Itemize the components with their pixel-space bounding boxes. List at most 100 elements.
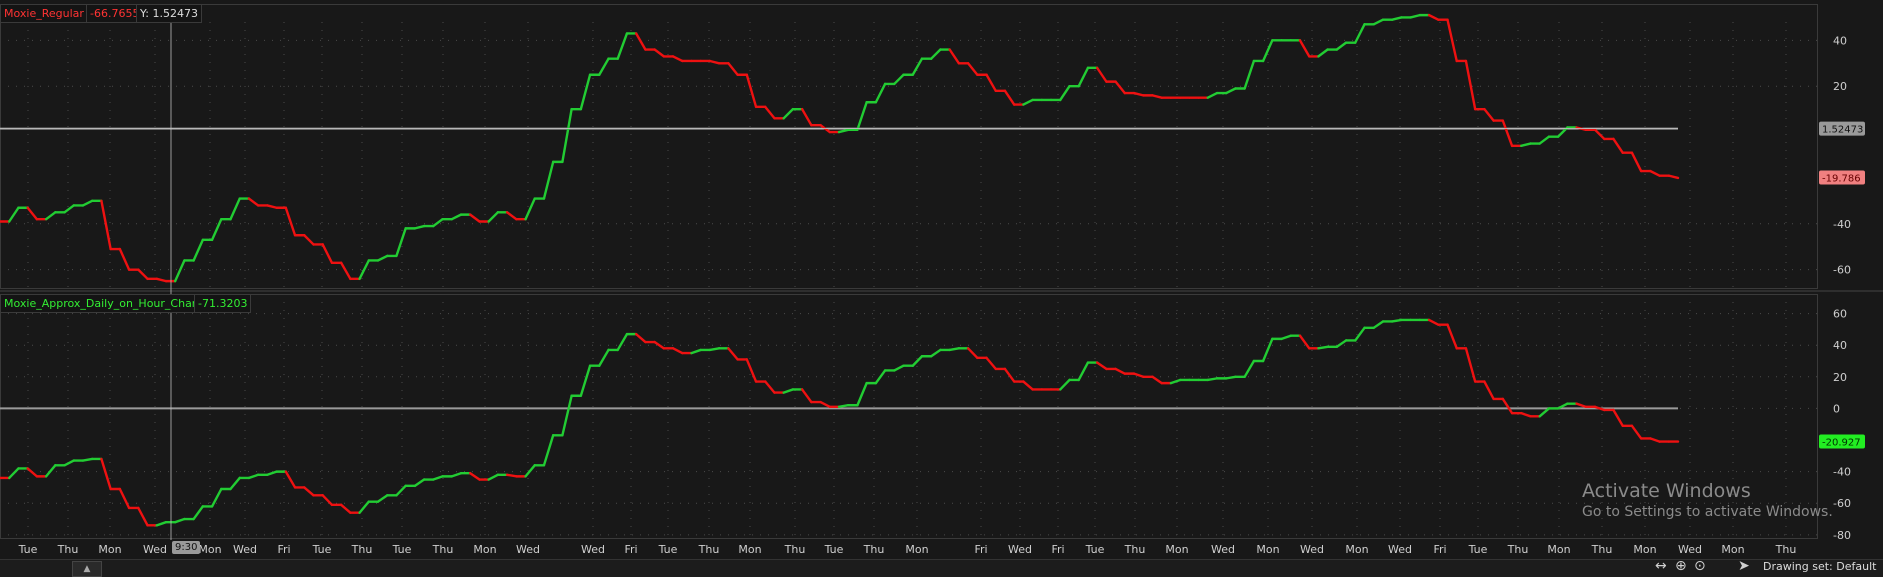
- series-segment: [561, 394, 573, 437]
- series-segment: [579, 73, 592, 111]
- series-segment: [874, 369, 887, 385]
- series-segment: [100, 457, 112, 491]
- series-segment: [1206, 377, 1219, 382]
- series-segment: [505, 473, 518, 478]
- series-segment: [745, 358, 758, 383]
- x-tick-label: Thu: [1775, 543, 1797, 556]
- series-segment: [1354, 23, 1366, 44]
- series-segment: [837, 404, 850, 409]
- series-segment: [616, 332, 629, 352]
- series-segment: [376, 254, 389, 262]
- series-segment: [469, 213, 481, 223]
- y-tick-label: -40: [1833, 466, 1851, 479]
- series-segment: [192, 505, 205, 521]
- series-segment: [1501, 119, 1514, 148]
- price-tag-box: [1819, 434, 1865, 449]
- series-segment: [561, 107, 573, 164]
- series-segment: [1022, 98, 1034, 106]
- pan-arrows-icon[interactable]: ↔: [1655, 558, 1667, 574]
- series-segment: [966, 347, 979, 360]
- x-tick-label: Tue: [312, 543, 332, 556]
- x-tick-label: Mon: [1547, 543, 1570, 556]
- series-segment: [856, 101, 868, 131]
- x-tick-label: Fri: [974, 543, 987, 556]
- series-segment: [321, 243, 334, 264]
- series-segment: [1630, 151, 1643, 173]
- price-tag-label: -19.786: [1822, 173, 1861, 184]
- x-tick-label: Fri: [624, 543, 637, 556]
- series-segment: [727, 347, 739, 361]
- series-segment: [1372, 18, 1385, 26]
- crosshair-icon[interactable]: ⊕: [1675, 558, 1687, 574]
- x-tick-label: Wed: [516, 543, 540, 556]
- series-segment: [616, 32, 629, 60]
- series-segment: [690, 348, 702, 355]
- series-segment: [837, 128, 850, 134]
- pane-frames: [0, 4, 1883, 539]
- series-segment: [247, 197, 260, 207]
- price-tag: 1.52473: [1819, 121, 1865, 136]
- series-segment: [339, 503, 352, 514]
- series-segment: [1077, 66, 1090, 88]
- x-axis: Tue Thu Mon Wed Mon Wed Fri Tue Thu Tue Thu Mon Wed W…: [18, 543, 1797, 556]
- x-tick-label: Tue: [392, 543, 412, 556]
- series-segment: [8, 467, 20, 480]
- series-segment: [929, 348, 942, 358]
- x-tick-label: Wed: [1678, 543, 1702, 556]
- series-segment: [1298, 39, 1311, 58]
- cursor-icon[interactable]: ➤: [1738, 558, 1750, 574]
- series-segment: [856, 381, 868, 407]
- zoom-icon[interactable]: ⊙: [1694, 558, 1706, 574]
- x-tick-label: Tue: [658, 543, 678, 556]
- series-segment: [1206, 91, 1219, 99]
- activate-windows-subtitle: Go to Settings to activate Windows.: [1582, 504, 1833, 520]
- x-tick-label: Tue: [18, 543, 38, 556]
- series-segment: [1520, 411, 1532, 418]
- series-segment: [266, 204, 278, 209]
- series-segment: [247, 473, 260, 480]
- series-segment: [487, 211, 500, 223]
- x-tick-label: Thu: [863, 543, 885, 556]
- series-segment: [1077, 361, 1090, 382]
- y-tick-label: 20: [1833, 80, 1847, 93]
- collapse-panel-button[interactable]: ▲: [72, 561, 102, 577]
- series-segment: [764, 105, 776, 120]
- series-segment: [1575, 402, 1588, 409]
- lower-study-name[interactable]: Moxie_Approx_Daily_on_Hour_Chart: [0, 294, 205, 313]
- series-segment: [1409, 13, 1422, 19]
- series-segment: [1261, 337, 1274, 363]
- x-tick-label: Mon: [1633, 543, 1656, 556]
- series-segment: [542, 160, 555, 200]
- x-tick-label: Fri: [1051, 543, 1064, 556]
- price-tag: -20.927: [1819, 434, 1865, 449]
- upper-study-name[interactable]: Moxie_Regular: [0, 4, 88, 23]
- series-segment: [1169, 378, 1182, 385]
- series-segment: [948, 48, 961, 65]
- series-segment: [1464, 59, 1477, 111]
- series-segment: [118, 247, 131, 271]
- y-tick-label: 20: [1833, 371, 1847, 384]
- series-segment: [653, 340, 666, 350]
- bottom-toolbar: [0, 559, 1883, 577]
- series-segment: [1132, 91, 1145, 97]
- series-segment: [505, 211, 518, 221]
- x-tick-label: Mon: [738, 543, 761, 556]
- x-tick-label: Mon: [98, 543, 121, 556]
- series-segment: [1003, 367, 1016, 383]
- series-segment: [1003, 89, 1016, 106]
- pane-frame: [0, 4, 1818, 289]
- series-segment: [395, 484, 407, 497]
- x-tick-label: Wed: [1211, 543, 1235, 556]
- series-segment: [1446, 323, 1458, 350]
- y-tick-label: -60: [1833, 264, 1851, 277]
- x-tick-label: Mon: [198, 543, 221, 556]
- series-segment: [1151, 375, 1163, 385]
- series-segment: [173, 517, 186, 524]
- series-segment: [634, 332, 647, 344]
- drawing-set-label[interactable]: Drawing set: Default: [1763, 560, 1877, 573]
- series-segment: [1317, 345, 1329, 350]
- series-segment: [432, 475, 444, 481]
- series-segment: [911, 57, 924, 76]
- x-tick-label: Thu: [698, 543, 720, 556]
